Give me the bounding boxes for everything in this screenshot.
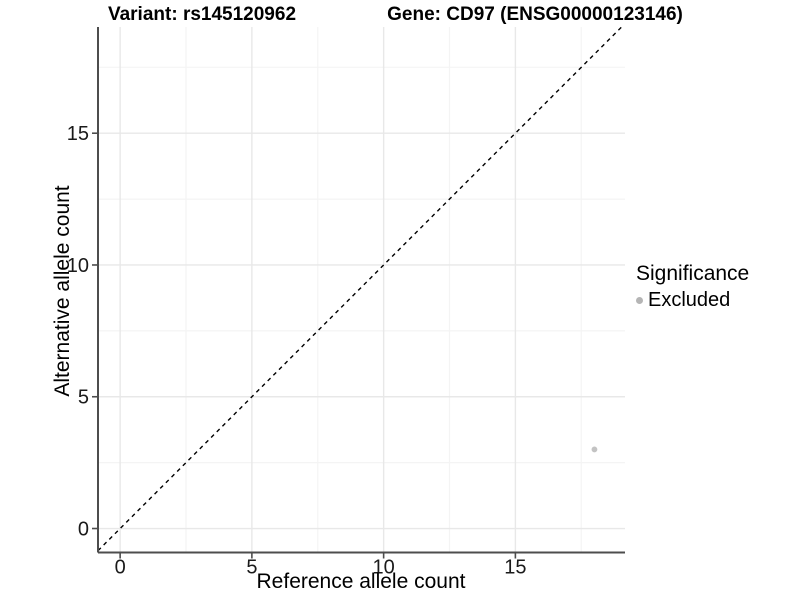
x-tick-label: 15 [504, 557, 526, 579]
x-tick-label: 10 [373, 557, 395, 579]
plot-title-gene: Gene: CD97 (ENSG00000123146) [387, 4, 683, 25]
x-axis-title: Reference allele count [256, 570, 466, 593]
y-tick-label: 10 [67, 255, 89, 277]
legend: Significance Excluded [636, 262, 749, 312]
y-tick-label: 15 [67, 123, 89, 145]
legend-item-label: Excluded [648, 289, 731, 311]
x-tick-label: 0 [115, 557, 126, 579]
identity-dashed-line [97, 26, 623, 552]
data-point [591, 446, 598, 453]
x-tick-label: 5 [246, 557, 257, 579]
legend-point-icon [636, 297, 643, 304]
y-tick-label: 5 [78, 387, 89, 409]
y-axis-title: Alternative allele count [51, 185, 74, 397]
plot-title-variant: Variant: rs145120962 [107, 4, 297, 25]
y-tick-label: 0 [78, 519, 89, 541]
legend-item-excluded: Excluded [636, 289, 749, 312]
legend-title: Significance [636, 262, 750, 285]
